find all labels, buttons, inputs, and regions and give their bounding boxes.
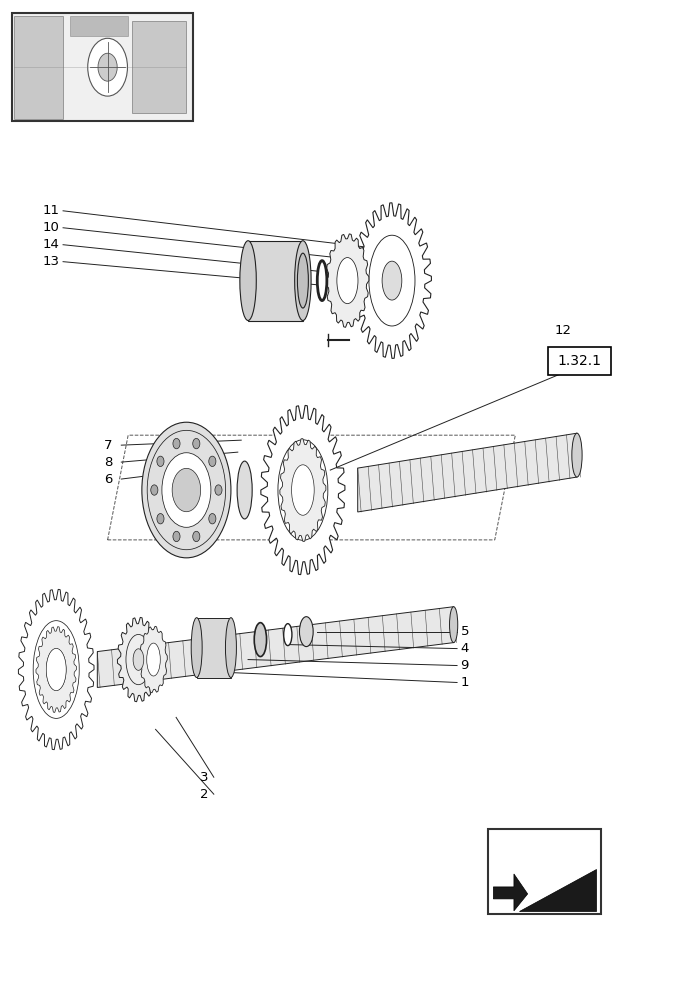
Ellipse shape	[292, 465, 314, 515]
Polygon shape	[280, 439, 326, 541]
Ellipse shape	[208, 514, 216, 524]
Bar	[488, 829, 601, 914]
Text: 11: 11	[43, 204, 59, 217]
Ellipse shape	[173, 438, 180, 449]
Ellipse shape	[147, 643, 160, 676]
Polygon shape	[131, 21, 186, 113]
Polygon shape	[140, 626, 167, 693]
Ellipse shape	[294, 241, 311, 321]
Ellipse shape	[369, 235, 415, 326]
Ellipse shape	[193, 438, 200, 449]
Text: 1.32.1: 1.32.1	[558, 354, 602, 368]
Ellipse shape	[46, 648, 66, 691]
Ellipse shape	[226, 618, 237, 678]
Ellipse shape	[162, 453, 211, 527]
Ellipse shape	[98, 53, 117, 81]
Ellipse shape	[297, 253, 308, 308]
Polygon shape	[352, 203, 431, 358]
Polygon shape	[519, 869, 596, 911]
Polygon shape	[19, 589, 94, 750]
Ellipse shape	[283, 624, 292, 646]
Ellipse shape	[255, 623, 266, 657]
Polygon shape	[358, 433, 577, 512]
Text: 7: 7	[104, 439, 113, 452]
Bar	[248, 241, 303, 321]
Bar	[197, 618, 231, 678]
Ellipse shape	[208, 456, 216, 467]
Ellipse shape	[172, 468, 201, 512]
Ellipse shape	[173, 531, 180, 542]
Text: 10: 10	[43, 221, 59, 234]
Ellipse shape	[133, 649, 144, 670]
Ellipse shape	[278, 440, 327, 540]
Text: 9: 9	[460, 659, 469, 672]
Ellipse shape	[382, 261, 402, 300]
Text: 1: 1	[460, 676, 469, 689]
Ellipse shape	[237, 461, 252, 519]
Ellipse shape	[292, 468, 314, 512]
Ellipse shape	[449, 607, 458, 643]
Polygon shape	[261, 405, 345, 575]
Ellipse shape	[193, 531, 200, 542]
Text: 5: 5	[460, 625, 469, 638]
Polygon shape	[14, 16, 63, 119]
Ellipse shape	[572, 433, 582, 477]
Ellipse shape	[157, 514, 164, 524]
Polygon shape	[493, 874, 528, 911]
Polygon shape	[70, 16, 128, 36]
Ellipse shape	[126, 634, 151, 685]
Text: 13: 13	[43, 255, 59, 268]
Ellipse shape	[151, 485, 158, 495]
Ellipse shape	[142, 422, 231, 558]
Ellipse shape	[46, 649, 66, 690]
Polygon shape	[97, 607, 453, 687]
Text: 4: 4	[460, 642, 469, 655]
Polygon shape	[36, 627, 76, 712]
Text: 12: 12	[555, 324, 572, 337]
Ellipse shape	[191, 618, 202, 678]
Polygon shape	[118, 617, 160, 702]
Text: 3: 3	[200, 771, 208, 784]
Ellipse shape	[33, 621, 79, 718]
Text: 6: 6	[104, 473, 113, 486]
Ellipse shape	[157, 456, 164, 467]
Bar	[548, 347, 611, 375]
Text: 2: 2	[200, 788, 208, 801]
Ellipse shape	[337, 258, 358, 304]
Text: 8: 8	[104, 456, 113, 469]
Polygon shape	[326, 234, 369, 327]
Bar	[12, 13, 193, 121]
Text: 14: 14	[43, 238, 59, 251]
Ellipse shape	[317, 261, 327, 301]
Ellipse shape	[215, 485, 222, 495]
Ellipse shape	[240, 241, 257, 321]
Ellipse shape	[88, 38, 127, 96]
Ellipse shape	[299, 617, 313, 647]
